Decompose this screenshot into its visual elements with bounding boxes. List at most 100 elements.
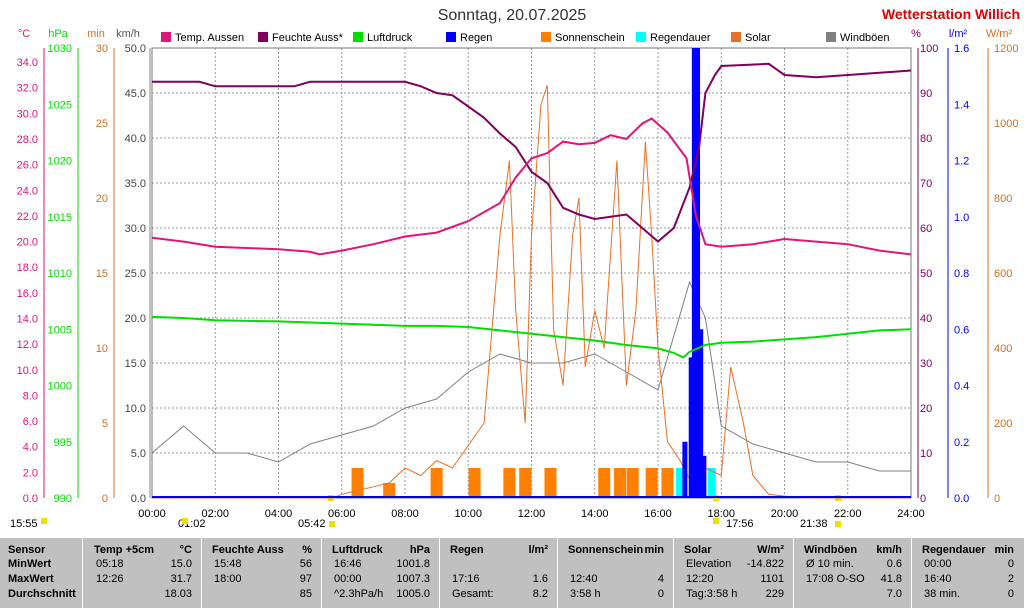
legend-swatch-raindur [636,32,646,42]
temp-axis-tick: 12.0 [17,339,38,351]
temp-axis-tick: 22.0 [17,211,38,223]
cell-value: 1005.0 [396,588,430,600]
col-unit: °C [179,544,192,556]
marker-max_temp_time: 17:56 [726,518,754,530]
legend-label-press: Luftdruck [367,32,413,44]
cell-value: 1.6 [532,573,548,585]
min-axis-tick: 25 [96,118,108,130]
bar-regen [701,455,707,498]
x-tick: 04:00 [265,508,293,520]
cell-value: 41.8 [880,573,902,585]
col-separator [439,538,440,608]
cell-value: 18.03 [164,588,192,600]
series-feuchteauss [152,62,912,243]
cell-value: 0 [657,588,664,600]
axis-unit-hum: % [911,28,921,40]
cell-time: 16:40 [924,573,952,585]
cell-value: 229 [765,588,784,600]
solar-axis-tick: 1200 [994,43,1018,55]
rain-axis-tick: 0.8 [954,268,969,280]
temp-axis-tick: 0.0 [23,493,38,505]
temp-axis-tick: 24.0 [17,185,38,197]
row-label: Sensor [8,544,46,556]
wind-axis-tick: 15.0 [125,358,146,370]
temp-axis-tick: 16.0 [17,288,38,300]
bar-sonnenschein [598,468,611,498]
legend-swatch-wind [826,32,836,42]
col-separator [201,538,202,608]
cell-time: 00:00 [334,573,362,585]
rain-axis-tick: 0.0 [954,493,969,505]
bar-sonnenschein [645,468,658,498]
hum-axis-tick: 80 [920,133,932,145]
marker-dot [41,518,47,524]
cell-value: 1007.3 [396,573,430,585]
axis-unit-temp: °C [18,28,30,40]
min-axis-tick: 5 [102,418,108,430]
temp-axis-tick: 18.0 [17,262,38,274]
cell-time: 15:48 [214,558,242,570]
cell-time: 05:18 [96,558,124,570]
min-axis-tick: 10 [96,343,108,355]
cell-time: 17:16 [452,573,480,585]
wind-axis-tick: 0.0 [131,493,146,505]
wind-axis-tick: 10.0 [125,403,146,415]
solar-axis-tick: 600 [994,268,1012,280]
wind-axis-tick: 20.0 [125,313,146,325]
x-tick: 14:00 [581,508,609,520]
legend-label-raindur: Regendauer [650,32,711,44]
hum-axis-tick: 20 [920,403,932,415]
temp-axis-tick: 30.0 [17,108,38,120]
min-axis-tick: 15 [96,268,108,280]
col-header: Regen [450,544,484,556]
axis-unit-solar: W/m² [986,28,1013,40]
col-unit: W/m² [757,544,784,556]
rain-axis-tick: 1.2 [954,156,969,168]
cell-time: 12:40 [570,573,598,585]
grid [152,48,911,498]
col-unit: hPa [409,544,430,556]
cell-value: 0.6 [886,558,902,570]
hum-axis-tick: 50 [920,268,932,280]
press-axis-tick: 1005 [48,324,72,336]
col-unit: % [302,544,312,556]
bar-regen [688,357,694,498]
legend-swatch-hum [258,32,268,42]
cell-time: Ø 10 min. [806,558,854,570]
col-unit: km/h [876,544,902,556]
bar-regendauer [707,468,716,498]
station-name: Wetterstation Willich [882,6,1020,22]
cell-time: 12:26 [96,573,124,585]
rain-axis-tick: 0.4 [954,381,969,393]
temp-axis-tick: 8.0 [23,390,38,402]
axis-unit-rain: l/m² [949,28,968,40]
wind-axis-tick: 35.0 [125,178,146,190]
solar-axis-tick: 200 [994,418,1012,430]
x-tick: 02:00 [201,508,229,520]
rain-axis-tick: 1.0 [954,212,969,224]
hum-axis-tick: 60 [920,223,932,235]
x-tick: 20:00 [771,508,799,520]
bar-regen [695,48,701,498]
cell-time: Gesamt: [452,588,494,600]
col-header: Windböen [804,544,858,556]
min-axis-tick: 30 [96,43,108,55]
temp-axis-tick: 6.0 [23,416,38,428]
x-tick: 00:00 [138,508,166,520]
chart-title: Sonntag, 20.07.2025 [438,7,587,24]
solar-axis-tick: 1000 [994,118,1018,130]
press-axis-tick: 1000 [48,381,72,393]
cell-value: 31.7 [170,573,192,585]
bar-sonnenschein [519,468,532,498]
temp-axis-tick: 10.0 [17,365,38,377]
cell-value: 85 [299,588,312,600]
col-separator [793,538,794,608]
solar-axis-tick: 400 [994,343,1012,355]
bar-sonnenschein [468,468,481,498]
press-axis-tick: 1020 [48,156,72,168]
hum-axis-tick: 40 [920,313,932,325]
col-header: Regendauer [922,544,986,556]
temp-axis-tick: 4.0 [23,442,38,454]
cell-value: 0 [1007,588,1014,600]
wind-axis-tick: 45.0 [125,88,146,100]
